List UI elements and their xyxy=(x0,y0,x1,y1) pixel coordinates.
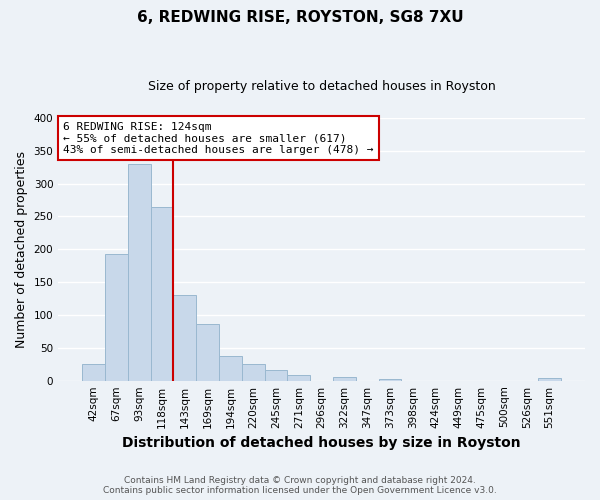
Bar xyxy=(196,324,219,380)
Bar xyxy=(128,164,151,380)
Bar xyxy=(265,370,287,380)
Bar xyxy=(151,206,173,380)
Text: 6, REDWING RISE, ROYSTON, SG8 7XU: 6, REDWING RISE, ROYSTON, SG8 7XU xyxy=(137,10,463,25)
Text: Contains HM Land Registry data © Crown copyright and database right 2024.
Contai: Contains HM Land Registry data © Crown c… xyxy=(103,476,497,495)
Bar xyxy=(287,376,310,380)
Text: 6 REDWING RISE: 124sqm
← 55% of detached houses are smaller (617)
43% of semi-de: 6 REDWING RISE: 124sqm ← 55% of detached… xyxy=(64,122,374,155)
Bar xyxy=(82,364,105,380)
Bar xyxy=(379,378,401,380)
Bar xyxy=(173,295,196,380)
X-axis label: Distribution of detached houses by size in Royston: Distribution of detached houses by size … xyxy=(122,436,521,450)
Bar xyxy=(242,364,265,380)
Bar xyxy=(105,254,128,380)
Bar xyxy=(538,378,561,380)
Bar xyxy=(219,356,242,380)
Bar xyxy=(333,378,356,380)
Y-axis label: Number of detached properties: Number of detached properties xyxy=(15,150,28,348)
Title: Size of property relative to detached houses in Royston: Size of property relative to detached ho… xyxy=(148,80,496,93)
